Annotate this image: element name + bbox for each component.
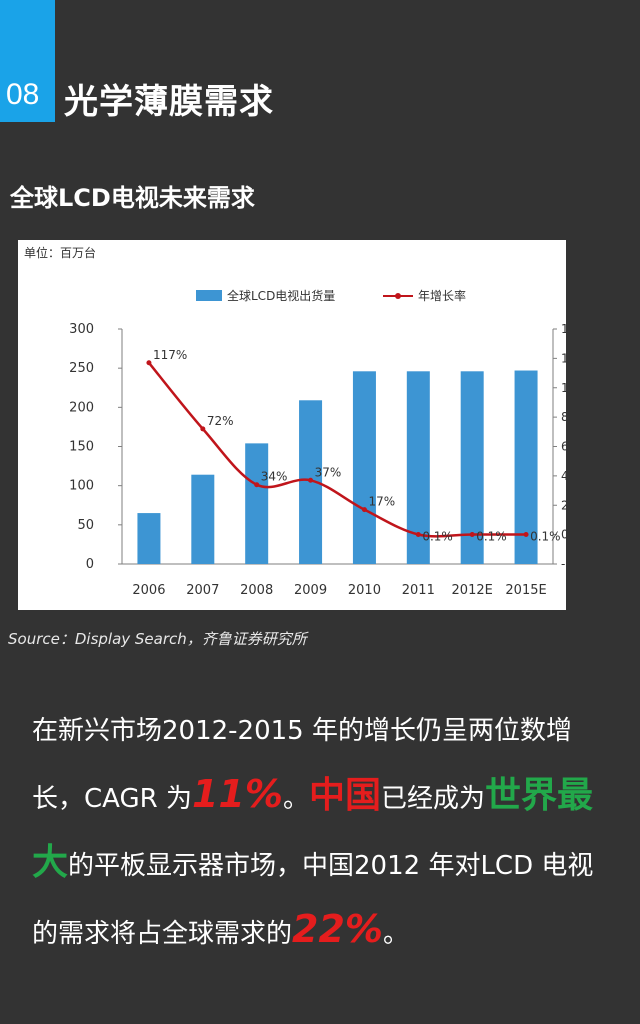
section-header: 08 光学薄膜需求	[0, 0, 640, 122]
x-tick-label: 2008	[240, 583, 273, 598]
growth-data-label: 0.1%	[476, 529, 507, 543]
x-tick-label: 2011	[402, 583, 435, 598]
y-left-tick-label: 200	[69, 400, 94, 415]
section-number: 08	[6, 78, 40, 111]
bar	[352, 371, 376, 564]
x-tick-label: 2015E	[505, 583, 546, 598]
largest-highlight: 世界最大	[32, 775, 593, 883]
bar	[460, 371, 484, 564]
bar	[191, 474, 215, 564]
legend-bar-swatch	[196, 290, 222, 301]
summary-text-4: 的平板显示器市场，中国2012 年对LCD 电视的需求将占全球需求的	[32, 851, 594, 949]
x-tick-label: 2007	[186, 583, 219, 598]
chart-subtitle: 全球LCD电视未来需求	[10, 184, 255, 212]
y-right-tick-label: 140%	[561, 322, 566, 336]
legend-line-label: 年增长率	[418, 288, 466, 303]
growth-point	[469, 531, 475, 537]
source-note: Source：Display Search，齐鲁证券研究所	[8, 630, 307, 648]
y-right-tick-label: 100%	[561, 381, 566, 395]
y-left-tick-label: 0	[86, 557, 94, 572]
summary-text-1: 在新兴市场2012-2015 年的增长仍呈两位数增长，CAGR 为	[32, 716, 572, 814]
growth-point	[361, 507, 367, 513]
summary-text-5: 。	[382, 919, 409, 949]
growth-point	[200, 426, 206, 432]
bar	[245, 443, 269, 564]
y-right-tick-label: 40%	[561, 469, 566, 483]
y-left-tick-label: 100	[69, 479, 94, 494]
y-right-tick-label: 0%	[561, 528, 566, 542]
legend-bar-label: 全球LCD电视出货量	[227, 288, 335, 303]
y-right-tick-label: 80%	[561, 410, 566, 424]
growth-data-label: 117%	[153, 348, 187, 362]
y-left-tick-label: 50	[77, 518, 94, 533]
growth-data-label: 72%	[207, 414, 234, 428]
growth-data-label: 0.1%	[530, 529, 561, 543]
y-right-tick-label: 20%	[561, 498, 566, 512]
summary-text-2: 。	[282, 784, 309, 814]
growth-point	[146, 360, 152, 366]
growth-point	[415, 531, 421, 537]
bar	[514, 370, 538, 564]
summary-paragraph: 在新兴市场2012-2015 年的增长仍呈两位数增长，CAGR 为11%。中国已…	[32, 700, 612, 966]
y-left-tick-label: 150	[69, 440, 94, 455]
page-title: 光学薄膜需求	[64, 82, 274, 122]
china-highlight: 中国	[308, 775, 381, 816]
y-right-tick-label: -20%	[561, 557, 566, 571]
growth-data-label: 37%	[315, 465, 342, 479]
growth-data-label: 17%	[368, 495, 395, 509]
bar	[406, 371, 430, 564]
cagr-highlight: 11%	[191, 772, 283, 816]
share-highlight: 22%	[292, 907, 383, 951]
bar	[137, 513, 161, 564]
x-tick-label: 2012E	[452, 583, 493, 598]
y-right-tick-label: 60%	[561, 440, 566, 454]
growth-point	[308, 477, 314, 483]
x-tick-label: 2006	[132, 583, 165, 598]
growth-point	[254, 482, 260, 488]
y-left-tick-label: 250	[69, 361, 94, 376]
section-number-box: 08	[0, 0, 55, 122]
growth-data-label: 0.1%	[422, 529, 453, 543]
x-tick-label: 2009	[294, 583, 327, 598]
y-right-tick-label: 120%	[561, 351, 566, 365]
legend-line-marker	[395, 293, 401, 299]
y-left-tick-label: 300	[69, 322, 94, 337]
unit-label: 单位：百万台	[24, 245, 96, 260]
summary-text-3: 已经成为	[380, 784, 485, 814]
growth-point	[523, 531, 529, 537]
growth-data-label: 34%	[261, 470, 288, 484]
x-tick-label: 2010	[348, 583, 381, 598]
